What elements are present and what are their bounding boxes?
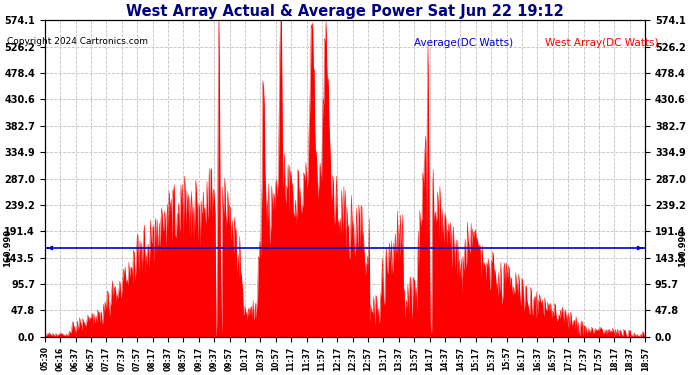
Text: Average(DC Watts): Average(DC Watts) [414,38,513,48]
Text: West Array(DC Watts): West Array(DC Watts) [545,38,658,48]
Text: 160.990: 160.990 [678,229,687,267]
Title: West Array Actual & Average Power Sat Jun 22 19:12: West Array Actual & Average Power Sat Ju… [126,4,564,19]
Text: 160.990: 160.990 [3,229,12,267]
Text: Copyright 2024 Cartronics.com: Copyright 2024 Cartronics.com [7,38,148,46]
